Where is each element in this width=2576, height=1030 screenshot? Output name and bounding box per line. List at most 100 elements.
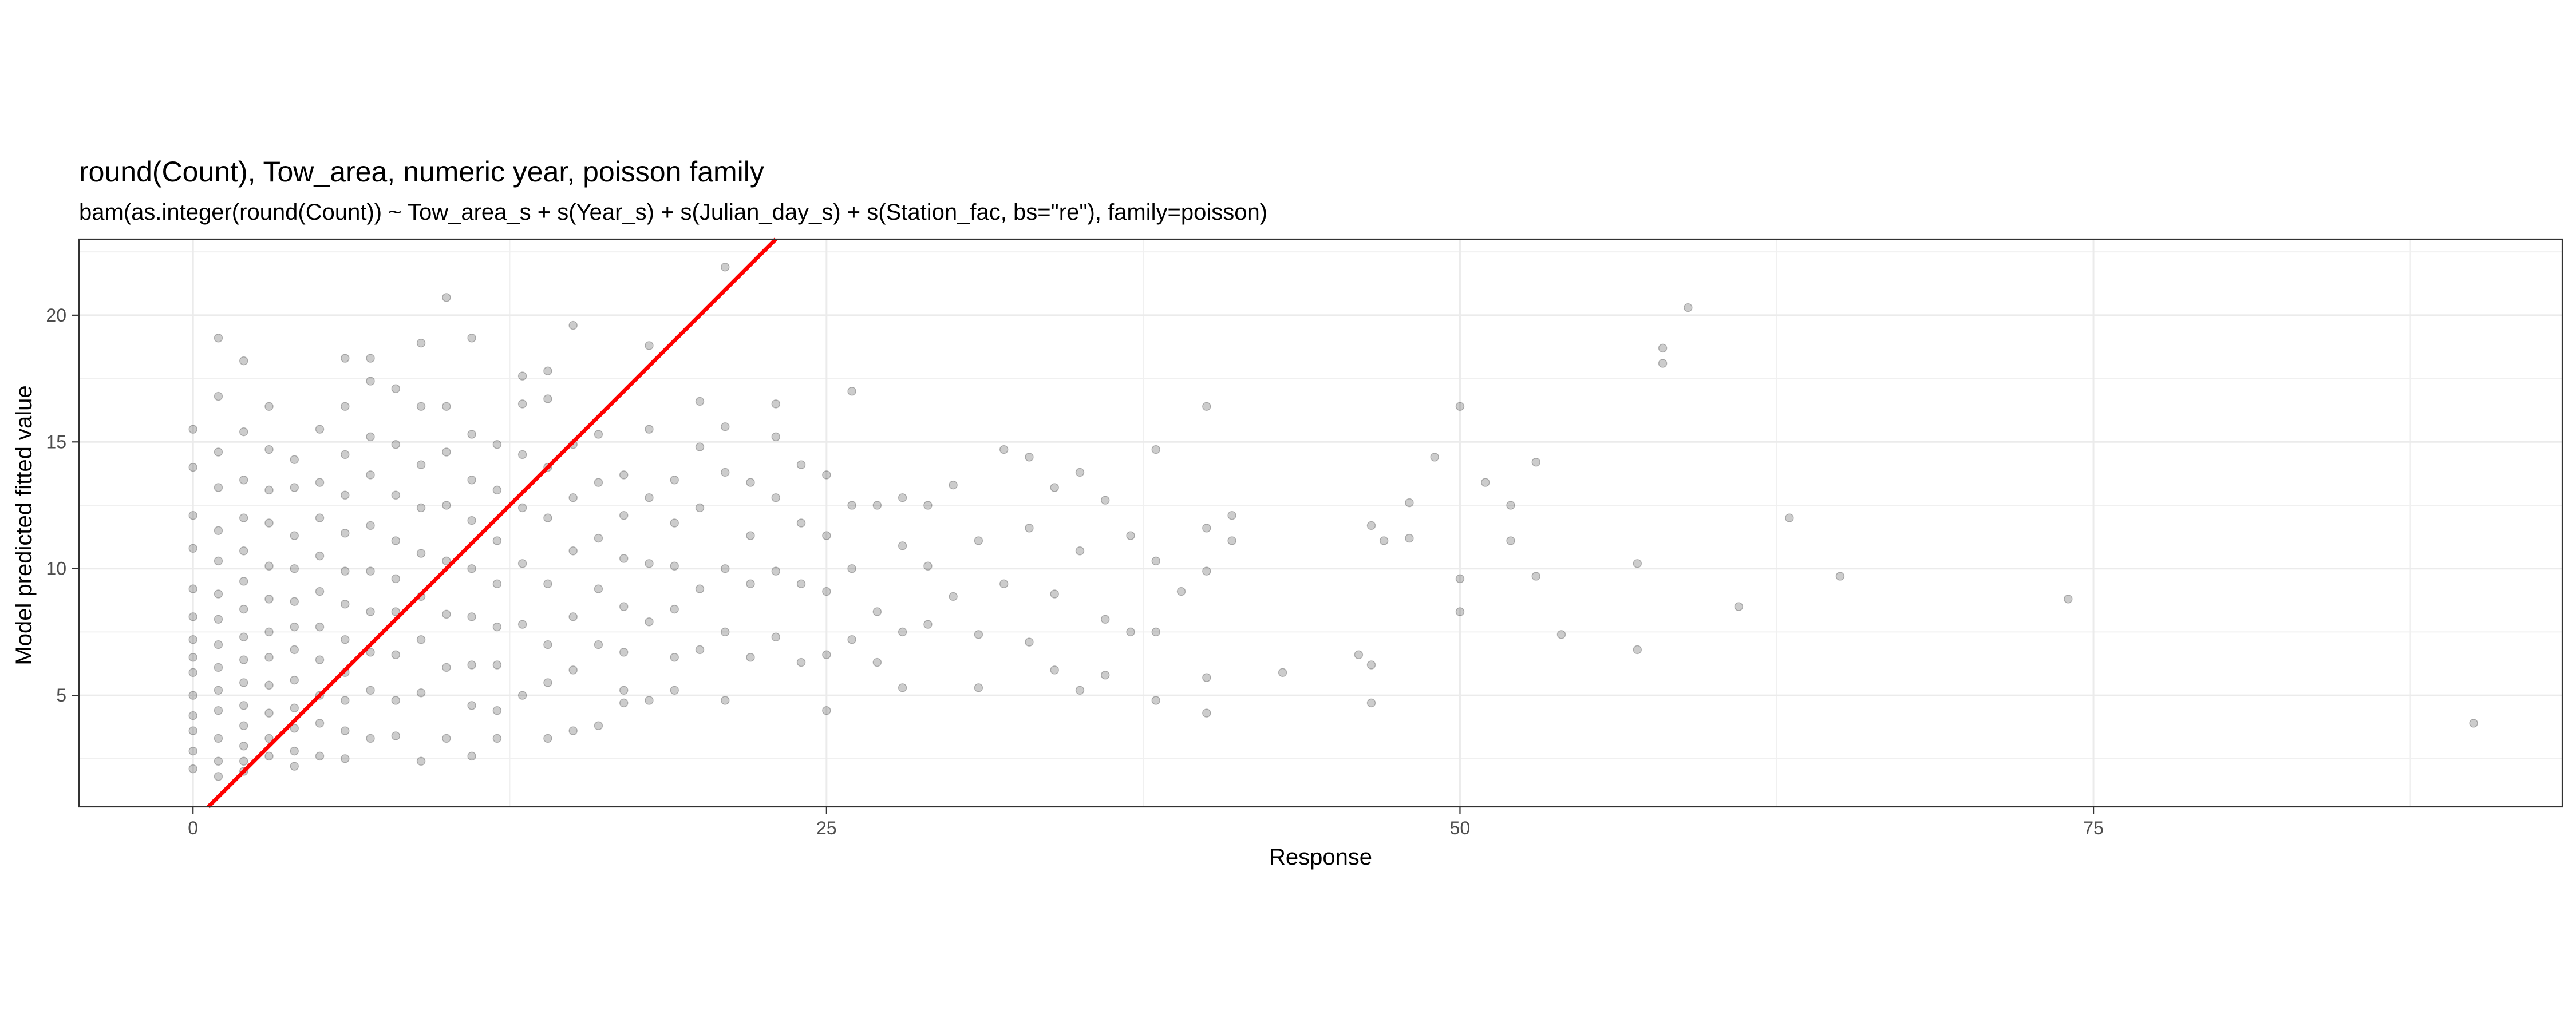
data-point: [517, 691, 527, 700]
data-point: [366, 607, 375, 616]
data-point: [391, 536, 401, 545]
data-point: [1151, 627, 1161, 637]
data-point: [341, 354, 350, 363]
data-point: [188, 668, 197, 678]
data-point: [619, 698, 629, 708]
data-point: [239, 721, 248, 731]
data-point: [264, 652, 274, 662]
data-point: [264, 708, 274, 718]
data-point: [847, 501, 856, 510]
data-point: [391, 607, 401, 616]
data-point: [239, 604, 248, 614]
data-point: [771, 632, 781, 642]
data-point: [721, 468, 730, 477]
data-point: [822, 587, 831, 596]
data-point: [239, 678, 248, 687]
data-point: [290, 455, 299, 465]
data-point: [467, 516, 476, 525]
data-point: [645, 425, 654, 434]
data-point: [467, 751, 476, 761]
data-point: [543, 640, 552, 649]
data-point: [416, 460, 426, 469]
data-point: [416, 402, 426, 411]
data-point: [467, 475, 476, 485]
data-point: [391, 696, 401, 705]
grid-major: [79, 239, 2562, 807]
data-point: [188, 544, 197, 553]
data-point: [796, 579, 806, 589]
data-point: [239, 546, 248, 556]
data-point: [416, 338, 426, 348]
data-point: [1366, 660, 1376, 670]
data-point: [315, 622, 325, 632]
data-point: [619, 648, 629, 657]
data-point: [290, 645, 299, 655]
data-point: [645, 341, 654, 350]
data-point: [341, 635, 350, 644]
data-point: [543, 579, 552, 589]
data-points: [188, 262, 2478, 781]
data-point: [1075, 686, 1085, 695]
data-point: [366, 566, 375, 576]
data-point: [1455, 607, 1465, 616]
data-point: [847, 635, 856, 644]
data-point: [239, 741, 248, 751]
data-point: [214, 391, 223, 401]
data-point: [442, 402, 451, 411]
data-point: [1684, 303, 1693, 312]
y-tick-label: 15: [46, 431, 66, 452]
data-point: [1100, 615, 1110, 624]
data-point: [670, 652, 679, 662]
data-point: [872, 607, 882, 616]
data-point: [1025, 453, 1034, 462]
data-point: [1227, 536, 1236, 545]
x-tick-label: 25: [816, 818, 837, 838]
data-point: [214, 526, 223, 536]
data-point: [264, 627, 274, 637]
data-point: [923, 620, 933, 629]
data-point: [341, 528, 350, 538]
data-point: [1202, 402, 1211, 411]
data-point: [923, 561, 933, 571]
x-tick-label: 50: [1450, 818, 1471, 838]
data-point: [771, 493, 781, 502]
data-point: [492, 706, 502, 715]
data-point: [315, 719, 325, 728]
data-point: [239, 701, 248, 710]
data-point: [341, 450, 350, 459]
data-point: [442, 556, 451, 566]
data-point: [1126, 627, 1135, 637]
data-point: [492, 439, 502, 449]
y-tick-label: 5: [56, 685, 66, 706]
data-point: [442, 609, 451, 619]
data-point: [594, 478, 603, 487]
data-point: [214, 483, 223, 492]
data-point: [999, 445, 1009, 454]
data-point: [670, 561, 679, 571]
data-point: [492, 622, 502, 632]
data-point: [391, 384, 401, 394]
x-tick-label: 75: [2083, 818, 2104, 838]
data-point: [341, 490, 350, 500]
data-point: [442, 734, 451, 743]
data-point: [492, 734, 502, 743]
data-point: [264, 402, 274, 411]
data-point: [1506, 536, 1515, 545]
data-point: [214, 640, 223, 649]
data-point: [974, 536, 983, 545]
data-point: [1278, 668, 1287, 678]
data-point: [290, 746, 299, 756]
x-axis-ticks: 0 25 50 75: [188, 807, 2104, 838]
data-point: [568, 320, 578, 330]
data-point: [391, 439, 401, 449]
data-point: [1405, 498, 1414, 508]
data-point: [619, 686, 629, 695]
data-point: [847, 386, 856, 396]
data-point: [1480, 478, 1490, 487]
data-point: [721, 262, 730, 272]
data-point: [366, 648, 375, 657]
data-point: [594, 584, 603, 593]
data-point: [746, 652, 755, 662]
data-point: [264, 734, 274, 743]
